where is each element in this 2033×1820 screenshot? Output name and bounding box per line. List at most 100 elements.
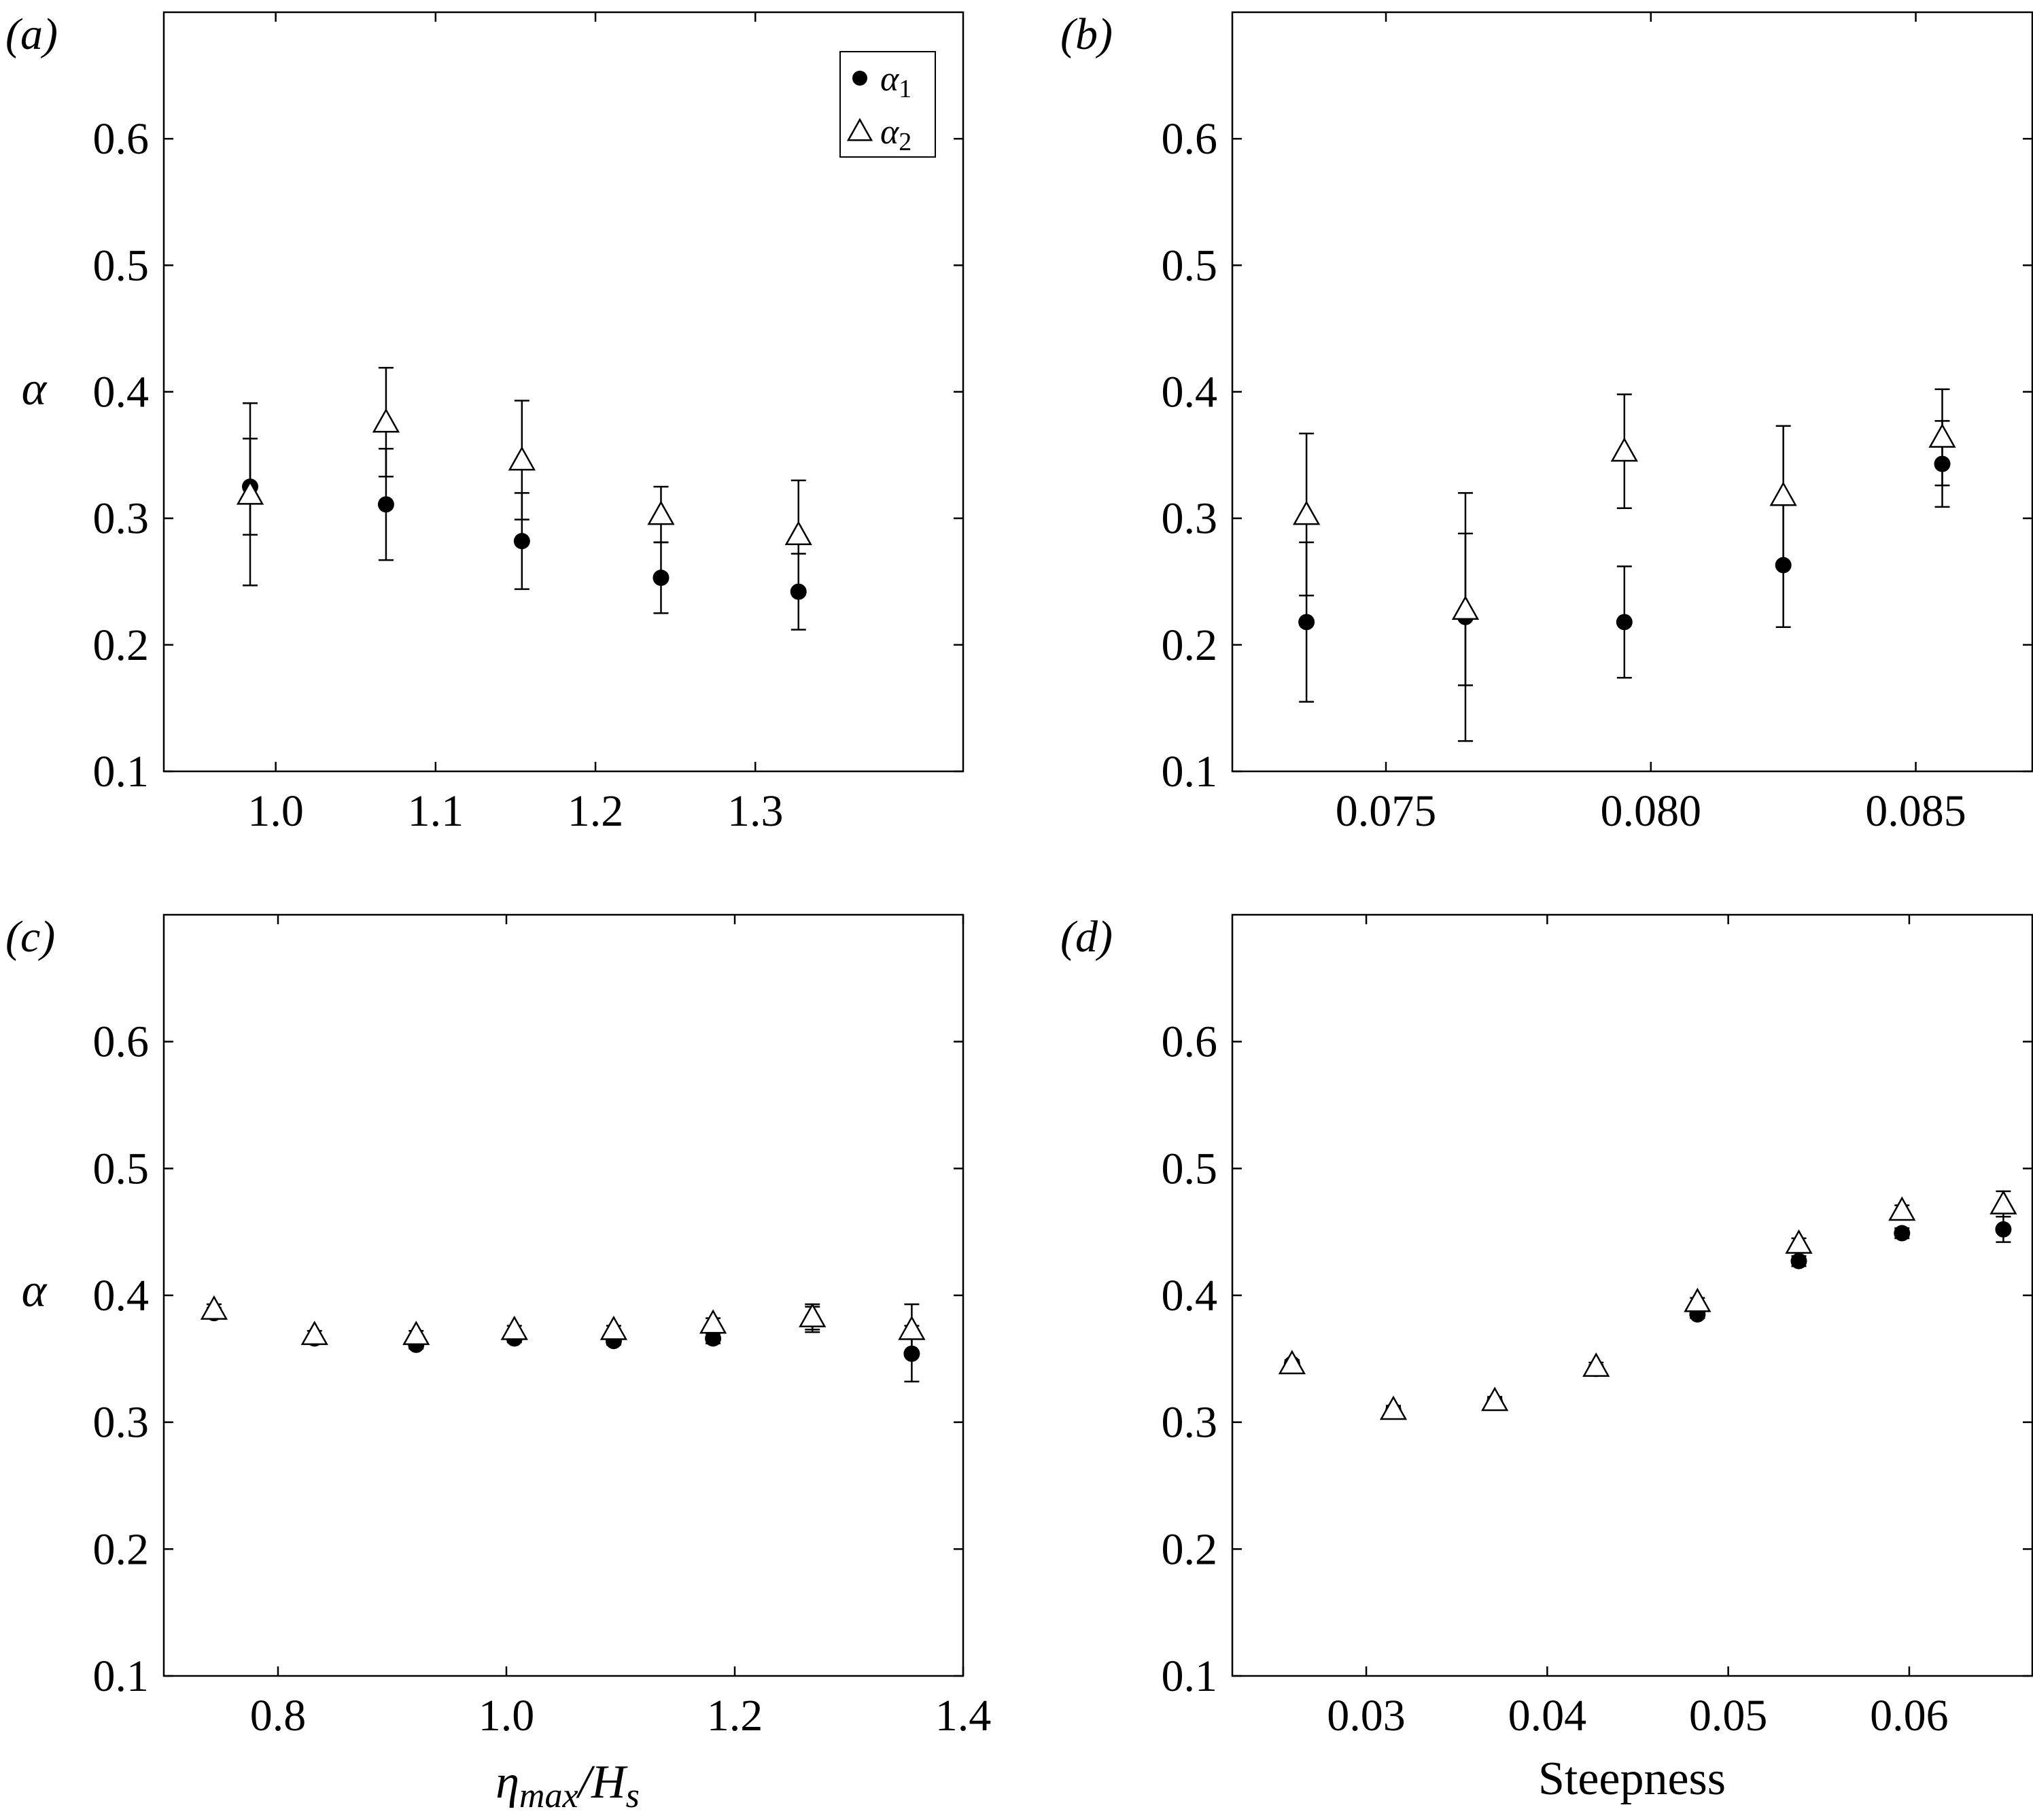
data-point-alpha2	[647, 500, 675, 525]
x-axis-label-d: Steepness	[1538, 1753, 1726, 1805]
data-point-alpha2	[1989, 1190, 2017, 1214]
x-tick-label: 0.05	[1689, 1691, 1768, 1740]
panel-b-frame	[1231, 11, 2033, 773]
data-point-alpha2	[784, 521, 812, 546]
panel-c-frame	[162, 913, 965, 1677]
data-point-alpha1	[1298, 614, 1315, 631]
x-tick-label: 0.03	[1327, 1691, 1406, 1740]
panel-label: (a)	[5, 10, 58, 59]
data-point-alpha2	[898, 1315, 926, 1340]
y-tick-label: 0.2	[93, 1524, 150, 1574]
data-point-alpha2	[402, 1320, 430, 1346]
y-tick-label: 0.4	[93, 368, 150, 417]
data-point-alpha2	[1582, 1352, 1610, 1377]
y-tick-label: 0.5	[1162, 241, 1218, 290]
panel-d: 0.1 0.2 0.3 0.4 0.5 0.6 0.03 0.04 0.05 0.06 (d)	[1060, 912, 2033, 1740]
y-tick-label: 0.1	[93, 1651, 150, 1701]
data-point-alpha2	[1451, 595, 1480, 620]
y-axis-label: α	[22, 363, 48, 415]
y-tick-label: 0.3	[1162, 1398, 1218, 1448]
y-tick-label: 0.3	[1162, 494, 1218, 544]
data-point-alpha2	[1684, 1287, 1711, 1312]
data-point-alpha2	[508, 446, 536, 471]
data-point-alpha2	[1480, 1386, 1509, 1412]
y-tick-label: 0.3	[93, 1398, 150, 1448]
panel-label: (c)	[5, 912, 55, 962]
y-tick-label: 0.2	[1162, 620, 1218, 670]
data-point-alpha2	[600, 1315, 628, 1340]
data-point-alpha2	[1610, 437, 1638, 462]
legend-marker-alpha2	[846, 118, 873, 141]
x-tick-label: 1.0	[479, 1691, 535, 1740]
data-point-alpha2	[300, 1320, 328, 1346]
x-tick-label: 0.085	[1865, 786, 1966, 836]
y-tick-label: 0.6	[1162, 1017, 1218, 1067]
data-point-alpha1	[1995, 1221, 2012, 1238]
data-point-alpha2	[699, 1309, 727, 1334]
x-tick-label: 0.06	[1870, 1691, 1949, 1740]
legend-box	[839, 51, 936, 158]
y-tick-label: 0.1	[1162, 1651, 1218, 1701]
data-point-alpha2	[1292, 500, 1321, 525]
panel-d-frame	[1231, 913, 2033, 1677]
x-tick-label: 1.2	[568, 786, 624, 836]
y-tick-label: 0.5	[93, 241, 150, 290]
data-point-alpha1	[1616, 614, 1633, 631]
y-tick-label: 0.2	[93, 620, 150, 670]
panel-a: 0.1 0.2 0.3 0.4 0.5 0.6 1.0 1.1 1.2 1.3 (a) α	[5, 10, 965, 836]
x-tick-label: 1.0	[247, 786, 304, 836]
data-point-alpha1	[653, 570, 670, 587]
x-axis-label-c-subscript: s	[626, 1777, 640, 1815]
data-point-alpha2	[799, 1303, 827, 1328]
data-point-alpha2	[1278, 1350, 1306, 1375]
y-tick-label: 0.2	[1162, 1524, 1218, 1574]
x-axis-label-c-subscript: max	[519, 1777, 578, 1815]
data-point-alpha1	[377, 496, 394, 513]
data-point-alpha1	[1790, 1253, 1807, 1270]
x-tick-label: 0.04	[1508, 1691, 1587, 1740]
data-point-alpha1	[513, 533, 530, 550]
y-axis-label: α	[22, 1265, 48, 1317]
panel-b: 0.1 0.2 0.3 0.4 0.5 0.6 0.075 0.080 0.085 (b)	[1060, 10, 2033, 836]
y-tick-label: 0.4	[1162, 1271, 1218, 1320]
data-point-alpha2	[1888, 1196, 1916, 1221]
x-axis-label-c-denominator: /H	[576, 1756, 628, 1808]
data-point-alpha2	[236, 480, 264, 505]
panel-c: 0.1 0.2 0.3 0.4 0.5 0.6 0.8 1.0 1.2 1.4 (c) α	[5, 912, 991, 1740]
y-tick-label: 0.6	[1162, 114, 1218, 164]
y-tick-label: 0.1	[93, 747, 150, 797]
data-point-alpha2	[1379, 1395, 1408, 1420]
x-tick-label: 0.075	[1336, 786, 1437, 836]
panel-label: (d)	[1060, 912, 1113, 962]
legend-label-subscript: 2	[899, 128, 911, 156]
data-point-alpha2	[500, 1315, 528, 1340]
y-tick-label: 0.1	[1162, 747, 1218, 797]
y-tick-label: 0.4	[93, 1271, 150, 1320]
data-point-alpha1	[705, 1330, 722, 1347]
data-point-alpha2	[1928, 423, 1956, 448]
data-point-alpha2	[372, 408, 400, 433]
data-point-alpha2	[1769, 481, 1797, 506]
y-tick-label: 0.3	[93, 494, 150, 544]
x-tick-label: 1.3	[727, 786, 784, 836]
data-point-alpha1	[1894, 1225, 1911, 1242]
x-axis-label-c: ηmax/Hs	[496, 1756, 640, 1815]
y-tick-label: 0.6	[93, 114, 150, 164]
x-tick-label: 1.4	[935, 1691, 992, 1740]
legend-marker-alpha1	[852, 71, 867, 86]
legend-label-subscript: 1	[899, 75, 911, 103]
data-point-alpha2	[200, 1295, 228, 1320]
y-tick-label: 0.5	[1162, 1144, 1218, 1193]
data-point-alpha2	[1785, 1229, 1813, 1254]
x-tick-label: 0.080	[1601, 786, 1702, 836]
y-tick-label: 0.5	[93, 1144, 150, 1193]
panel-label: (b)	[1060, 10, 1113, 59]
legend-label: α1	[880, 60, 911, 103]
data-point-alpha1	[790, 583, 807, 600]
y-tick-label: 0.6	[93, 1017, 150, 1067]
x-tick-label: 1.1	[408, 786, 464, 836]
x-tick-label: 1.2	[707, 1691, 763, 1740]
x-tick-label: 0.8	[250, 1691, 307, 1740]
